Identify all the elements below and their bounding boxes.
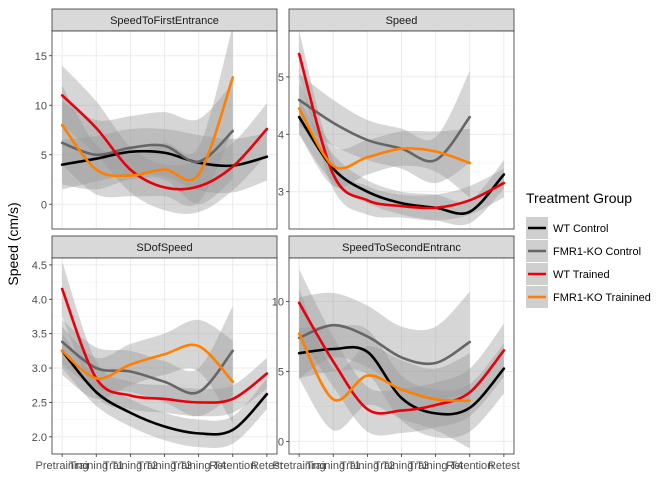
y-tick-label: 0	[278, 436, 284, 448]
facet-panels: SpeedToFirstEntrance 0 5 10 15 Speed 3 4 5 SDofSp…	[32, 8, 520, 472]
plot-marks	[297, 269, 506, 449]
y-axis: 2.0 2.5 3.0 3.5 4.0 4.5	[32, 260, 52, 444]
band-wt-trained	[62, 65, 267, 214]
legend-label: FMR1-KO Trainined	[553, 292, 651, 304]
legend-label: WT Trained	[553, 269, 610, 281]
y-tick-label: 10	[35, 100, 47, 112]
line-fmr1-ko-control	[60, 340, 235, 395]
facet-title: SpeedToSecondEntranc	[342, 242, 461, 254]
band-wt-control	[62, 333, 267, 449]
facet-speed: Speed 3 4 5	[278, 8, 515, 230]
y-tick-label: 4.0	[32, 294, 47, 306]
x-tick-label: Pretraining	[36, 460, 89, 472]
legend-item-wt-control: WT Control	[526, 217, 608, 239]
line-fmr1-ko-control	[297, 323, 472, 366]
y-tick-label: 2.5	[32, 397, 47, 409]
line-fmr1-ko-trainined	[297, 107, 472, 170]
y-tick-label: 3	[278, 187, 284, 199]
y-tick-label: 3.0	[32, 363, 47, 375]
line-wt-trained	[60, 287, 269, 404]
y-axis: 3 4 5	[278, 72, 289, 199]
line-fmr1-ko-trainined	[60, 343, 235, 384]
band-wt-control	[299, 324, 504, 439]
x-tick-label: Training T2	[340, 460, 395, 472]
facet-title: SpeedToFirstEntrance	[110, 15, 219, 27]
band-fmr1-ko-control	[299, 71, 470, 184]
x-tick-label: Retest	[251, 460, 283, 472]
line-wt-trained	[297, 301, 506, 415]
line-wt-trained	[297, 52, 506, 210]
line-fmr1-ko-control	[297, 98, 472, 163]
line-wt-trained	[60, 94, 269, 191]
legend-item-fmr1-ko-control: FMR1-KO Control	[526, 240, 641, 262]
legend-label: FMR1-KO Control	[553, 246, 641, 258]
line-wt-control	[297, 345, 506, 416]
line-wt-control	[297, 115, 506, 215]
band-fmr1-ko-control	[299, 291, 470, 400]
band-wt-trained	[62, 261, 267, 417]
x-tick-label: Training T3	[137, 460, 192, 472]
grid	[52, 258, 277, 454]
x-tick-label: Training T3	[374, 460, 429, 472]
plot-marks	[297, 31, 506, 226]
panel-border	[51, 30, 278, 230]
legend-item-fmr1-ko-trainined: FMR1-KO Trainined	[526, 286, 651, 308]
y-axis: 0 5 10 15	[35, 51, 52, 211]
facet-speedtofirstentrance: SpeedToFirstEntrance 0 5 10 15	[35, 8, 278, 230]
band-wt-trained	[299, 269, 504, 436]
line-wt-control	[60, 349, 269, 436]
grid	[289, 258, 514, 454]
facet-title: SDofSpeed	[136, 242, 192, 254]
y-tick-label: 15	[35, 51, 47, 63]
facet-sdofspeed: SDofSpeed2.02.53.03.54.04.5PretrainingTr…	[32, 235, 283, 472]
x-tick-label: Retest	[488, 460, 520, 472]
x-tick-label: Retention	[446, 460, 493, 472]
y-tick-label: 3.5	[32, 329, 47, 341]
x-tick-label: Training T2	[103, 460, 158, 472]
legend-item-wt-trained: WT Trained	[526, 263, 610, 285]
y-tick-label: 5	[41, 150, 47, 162]
band-fmr1-ko-trainined	[299, 288, 470, 449]
x-tick-label: Training T1	[306, 460, 361, 472]
y-axis-label: Speed (cm/s)	[5, 202, 21, 285]
grid	[289, 31, 514, 229]
x-tick-label: Retention	[209, 460, 256, 472]
line-fmr1-ko-trainined	[60, 76, 235, 182]
y-tick-label: 0	[41, 199, 47, 211]
facet-title: Speed	[386, 15, 418, 27]
legend-label: WT Control	[553, 223, 608, 235]
y-tick-label: 4	[278, 129, 284, 141]
band-fmr1-ko-trainined	[62, 31, 233, 207]
panel-border	[288, 30, 515, 230]
x-tick-label: Training T4	[408, 460, 463, 472]
y-tick-label: 4.5	[32, 260, 47, 272]
y-tick-label: 5	[278, 366, 284, 378]
y-axis: 0 5 10	[272, 296, 289, 448]
line-fmr1-ko-trainined	[297, 332, 472, 403]
y-tick-label: 10	[272, 296, 284, 308]
legend: Treatment Group WT Control FMR1-KO Contro…	[526, 190, 651, 308]
y-tick-label: 5	[278, 72, 284, 84]
plot-marks	[60, 31, 269, 214]
plot-marks	[60, 261, 269, 449]
x-tick-label: Pretraining	[273, 460, 326, 472]
y-tick-label: 2.0	[32, 432, 47, 444]
legend-title: Treatment Group	[526, 190, 632, 206]
facet-speedtosecondentranc: SpeedToSecondEntranc0510PretrainingTrain…	[272, 235, 520, 472]
x-tick-label: Training T1	[69, 460, 124, 472]
line-fmr1-ko-control	[60, 129, 235, 164]
x-tick-label: Training T4	[171, 460, 226, 472]
